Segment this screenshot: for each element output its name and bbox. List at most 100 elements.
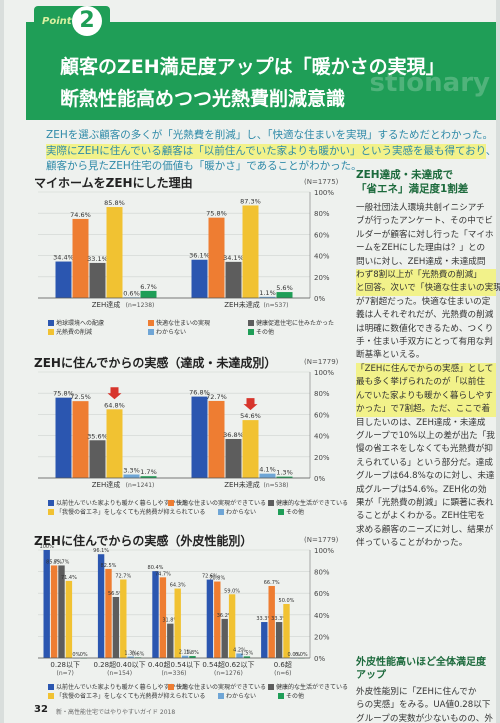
right-body-line: 果が「光熱費の削減」に顕著に表れ [356, 497, 494, 508]
data-label: 59.0% [224, 588, 240, 594]
legend-label: 以前住んでいた家よりも暖かく暮らしやすかった [56, 684, 188, 691]
data-label: 36.1% [189, 252, 210, 260]
axis-tick-label: 20% [314, 274, 330, 282]
legend-label: その他 [286, 693, 305, 700]
category-label: ZEH達成 [92, 480, 120, 489]
right-body-line: ることがよくわかる。ZEH住宅を [356, 511, 486, 522]
data-label: 100% [40, 544, 55, 550]
data-label: 1.3% [124, 651, 137, 657]
data-label: 1.3% [276, 469, 293, 477]
right-heading2-line2: アップ [356, 670, 386, 681]
data-label: 0.6% [123, 289, 140, 297]
data-label: 33.3% [256, 616, 272, 622]
chart2-plot: 100% 80% 60% 40% 20% 0% 75.8%72.5% 35.6% 64.8% 3.… [38, 369, 334, 489]
right-body-line: 慢の省エネをしなくても光熱費が抑 [356, 444, 493, 455]
axis-tick-label: 0% [314, 475, 325, 483]
point-badge: Point 2 [34, 6, 110, 36]
highlight-arrow-icon [243, 398, 258, 411]
category-n-label: (n=1276) [214, 670, 243, 677]
legend-label: 地球環境への配慮 [56, 320, 105, 327]
data-label: 5.6% [276, 284, 293, 292]
legend-label: わからない [226, 509, 257, 516]
bar [152, 571, 159, 658]
legend-swatch [48, 500, 54, 506]
bar [191, 396, 208, 478]
axis-tick-label: 100% [314, 189, 334, 197]
bar [208, 400, 225, 478]
bar [242, 205, 259, 298]
bar [191, 259, 208, 298]
legend-swatch [168, 500, 174, 506]
legend-label: 健康促進住宅に住みたかった [256, 320, 335, 327]
legend-label: 光熱費の削減 [56, 329, 93, 336]
right-body2-line: らの実感」をみる。UA値0.28以下 [356, 700, 491, 711]
data-label: 34.4% [53, 254, 74, 262]
data-label: 0% [72, 652, 80, 658]
category-label: ZEH未達成 [224, 300, 259, 309]
axis-tick-label: 20% [314, 633, 330, 641]
legend-item: 健康的な生活ができている [268, 682, 348, 691]
data-label: 33.3% [271, 616, 287, 622]
right-body-line: 断基準といえる。 [356, 350, 425, 361]
right-heading2-line1: 外皮性能高いほど全体満足度 [356, 657, 486, 668]
bar [259, 296, 276, 298]
legend-swatch [268, 500, 274, 506]
legend-item: 快適な住まいの実現ができている [168, 498, 266, 507]
bar [89, 440, 106, 478]
header-watermark: stionary [369, 68, 490, 98]
data-label: 50.0% [279, 598, 295, 604]
chart2-legend: 以前住んでいた家よりも暖かく暮らしやすかった 快適な住まいの実現ができている 健… [48, 498, 348, 518]
bar [97, 554, 105, 658]
data-label: 80.4% [148, 565, 164, 571]
intro-line3: 顧客から見たZEH住宅の価値も「暖かさ」であることがわかった。 [46, 160, 362, 172]
bar [236, 653, 243, 658]
legend-label: その他 [256, 329, 275, 336]
data-label: 4.2% [233, 647, 246, 653]
highlight-arrow-icon [107, 387, 122, 400]
legend-swatch [248, 329, 254, 335]
bar [221, 618, 228, 658]
data-label: 72.6% [202, 574, 218, 580]
legend-label: 健康的な生活ができている [276, 684, 349, 691]
bar [167, 623, 174, 658]
legend-item: わからない [218, 507, 256, 516]
legend-swatch [48, 684, 54, 690]
category-n-label: (n=7) [57, 670, 74, 677]
bar [261, 622, 268, 658]
right-body-line: んでいた家よりも暖かく暮らしやす [356, 389, 496, 404]
bar [127, 656, 134, 658]
axis-tick-label: 40% [314, 612, 330, 620]
chart2-title: ZEHに住んでからの実感（達成・未達成別） [34, 356, 277, 370]
legend-item: その他 [248, 327, 274, 336]
category-label: 0.28以下 [50, 661, 80, 669]
legend-swatch [268, 684, 274, 690]
legend-label: 「我慢の省エネ」をしなくても光熱費が抑えられている [56, 693, 206, 700]
data-label: 0% [80, 652, 88, 658]
category-n-label: (n=154) [107, 670, 132, 677]
bar [55, 397, 72, 478]
data-label: 0.0% [295, 652, 308, 658]
data-label: 4.1% [259, 466, 276, 474]
data-label: 72.7% [206, 393, 227, 401]
right-body-line: 伴っていることがわかった。 [356, 538, 468, 549]
axis-tick-label: 0% [314, 295, 325, 303]
axis-tick-label: 100% [314, 547, 334, 555]
right-body-line: 求める顧客のニーズに対し、結果が [356, 524, 494, 535]
legend-swatch [48, 509, 54, 515]
right-body-line: 「ZEHに住んでからの実感」として [356, 362, 496, 377]
legend-swatch [148, 329, 154, 335]
bar [189, 656, 196, 658]
axis-tick-label: 60% [314, 590, 330, 598]
intro-line2: 実際にZEHに住んでいる顧客は「以前住んでいた家よりも暖かい」という実感を最も得… [46, 143, 496, 159]
data-label: 74.6% [70, 211, 91, 219]
right-heading: ZEH達成・未達成で 「省エネ」満足度1割差 [356, 168, 496, 196]
bar [243, 656, 251, 658]
legend-swatch [168, 684, 174, 690]
bar [106, 409, 123, 478]
data-label: 75.8% [53, 390, 74, 398]
data-label: 3.3% [123, 467, 140, 475]
intro-text: ZEHを選ぶ顧客の多くが「光熱費を削減」し、「快適な住まいを実現」するためだとわ… [46, 128, 496, 175]
right-body-line: ームをZEHにした理由は？」との [356, 243, 486, 254]
right-body-line: ブが行ったアンケート、その中でビ [356, 216, 493, 227]
chart1-legend: 地球環境への配慮 快適な住まいの実現 健康促進住宅に住みたかった 光熱費の削減 … [48, 318, 348, 338]
